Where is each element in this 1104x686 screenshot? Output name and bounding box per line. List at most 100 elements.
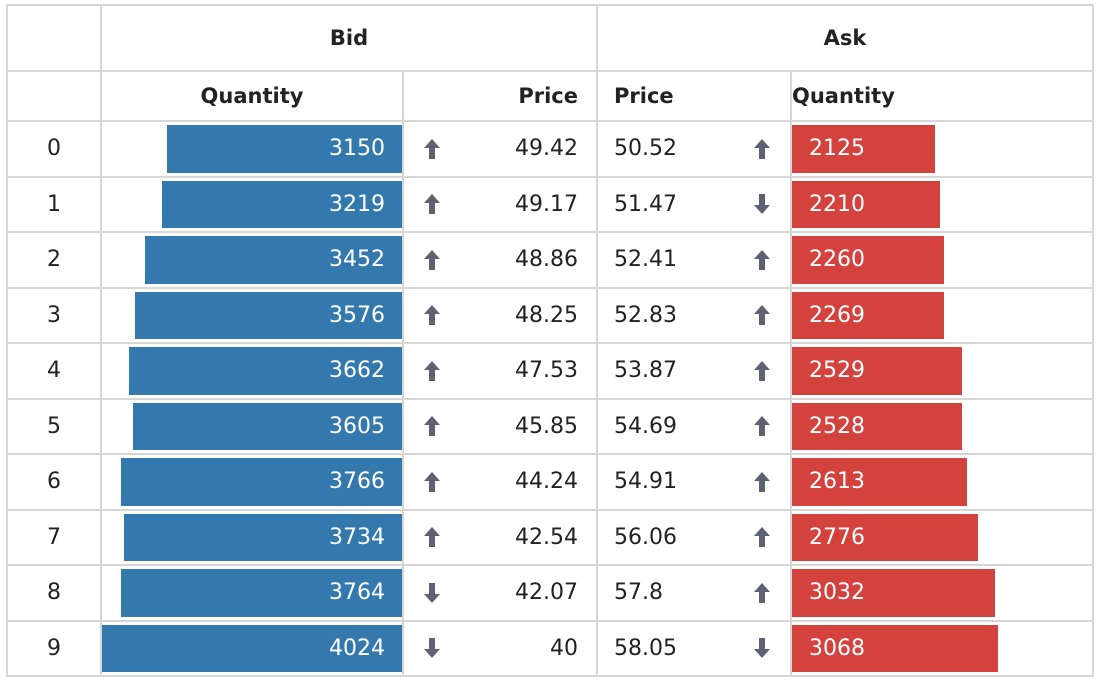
ask-price: 54.69 <box>614 413 677 439</box>
row-index: 0 <box>6 120 102 178</box>
ask-price: 54.91 <box>614 469 677 495</box>
bid-quantity-cell: 3734 <box>100 508 404 566</box>
bid-quantity: 3766 <box>329 469 385 495</box>
arrow-up-icon <box>754 138 770 159</box>
ask-quantity: 3032 <box>809 580 865 606</box>
ask-quantity-cell: 2260 <box>790 231 1094 289</box>
ask-price: 58.05 <box>614 635 677 661</box>
header-bid-price: Price <box>402 70 598 122</box>
table-row[interactable]: 3 3576 48.25 52.83 2269 <box>6 286 1094 344</box>
bid-quantity: 3764 <box>329 580 385 606</box>
ask-price-cell: 58.05 <box>596 619 792 677</box>
ask-price: 50.52 <box>614 136 677 162</box>
bid-price-cell: 44.24 <box>402 453 598 511</box>
ask-quantity: 2269 <box>809 302 865 328</box>
header-ask-price: Price <box>596 70 792 122</box>
ask-quantity: 2260 <box>809 247 865 273</box>
ask-quantity-cell: 2776 <box>790 508 1094 566</box>
bid-quantity-cell: 3452 <box>100 231 404 289</box>
ask-quantity: 2125 <box>809 136 865 162</box>
arrow-down-icon <box>424 638 440 659</box>
arrow-up-icon <box>424 249 440 270</box>
ask-quantity-bar <box>792 569 995 617</box>
ask-price: 52.41 <box>614 247 677 273</box>
bid-quantity-cell: 3576 <box>100 286 404 344</box>
bid-price: 44.24 <box>515 469 578 495</box>
bid-quantity-bar <box>145 236 402 284</box>
row-index: 7 <box>6 508 102 566</box>
ask-quantity-bar <box>792 513 978 561</box>
bid-quantity-bar <box>121 458 402 506</box>
header-ask-quantity: Quantity <box>790 70 1094 122</box>
ask-price-cell: 52.83 <box>596 286 792 344</box>
header-ask: Ask <box>596 4 1094 72</box>
arrow-up-icon <box>754 249 770 270</box>
row-index-label: 5 <box>47 413 61 439</box>
bid-price: 45.85 <box>515 413 578 439</box>
ask-price: 51.47 <box>614 191 677 217</box>
row-index: 9 <box>6 619 102 677</box>
header-row-columns: Quantity Price Price Quantity <box>6 70 1094 122</box>
arrow-up-icon <box>424 360 440 381</box>
bid-price: 48.86 <box>515 247 578 273</box>
row-index-label: 1 <box>47 191 61 217</box>
ask-price-cell: 54.69 <box>596 397 792 455</box>
header-row-sides: Bid Ask <box>6 4 1094 72</box>
bid-price-cell: 49.17 <box>402 175 598 233</box>
bid-price-cell: 42.07 <box>402 564 598 622</box>
ask-price-cell: 52.41 <box>596 231 792 289</box>
row-index: 8 <box>6 564 102 622</box>
bid-price-cell: 42.54 <box>402 508 598 566</box>
bid-quantity-bar <box>167 125 402 173</box>
ask-quantity-cell: 3032 <box>790 564 1094 622</box>
order-book-body: 0 3150 49.42 50.52 2125 1 3219 49.17 51.47 2210 2 3… <box>6 120 1094 677</box>
bid-price: 42.07 <box>515 580 578 606</box>
table-row[interactable]: 4 3662 47.53 53.87 2529 <box>6 342 1094 400</box>
bid-quantity: 3734 <box>329 524 385 550</box>
row-index: 3 <box>6 286 102 344</box>
table-row[interactable]: 9 4024 40 58.05 3068 <box>6 619 1094 677</box>
ask-price: 56.06 <box>614 524 677 550</box>
bid-quantity: 3219 <box>329 191 385 217</box>
ask-quantity-cell: 2613 <box>790 453 1094 511</box>
header-index-corner <box>6 70 102 122</box>
bid-quantity-bar <box>124 513 402 561</box>
bid-price-cell: 49.42 <box>402 120 598 178</box>
row-index-label: 9 <box>47 635 61 661</box>
arrow-up-icon <box>424 527 440 548</box>
arrow-up-icon <box>424 138 440 159</box>
bid-price: 49.42 <box>515 136 578 162</box>
arrow-up-icon <box>754 471 770 492</box>
row-index-label: 7 <box>47 524 61 550</box>
row-index: 4 <box>6 342 102 400</box>
ask-price-cell: 56.06 <box>596 508 792 566</box>
table-row[interactable]: 1 3219 49.17 51.47 2210 <box>6 175 1094 233</box>
ask-quantity-cell: 3068 <box>790 619 1094 677</box>
row-index-label: 0 <box>47 136 61 162</box>
bid-quantity-cell: 3662 <box>100 342 404 400</box>
ask-quantity: 2210 <box>809 191 865 217</box>
bid-price: 40 <box>550 635 578 661</box>
row-index: 2 <box>6 231 102 289</box>
arrow-down-icon <box>754 638 770 659</box>
bid-quantity: 3605 <box>329 413 385 439</box>
ask-quantity-bar <box>792 291 944 339</box>
bid-quantity-cell: 3766 <box>100 453 404 511</box>
table-row[interactable]: 5 3605 45.85 54.69 2528 <box>6 397 1094 455</box>
bid-quantity-cell: 3219 <box>100 175 404 233</box>
table-row[interactable]: 0 3150 49.42 50.52 2125 <box>6 120 1094 178</box>
arrow-up-icon <box>754 416 770 437</box>
table-row[interactable]: 2 3452 48.86 52.41 2260 <box>6 231 1094 289</box>
arrow-up-icon <box>754 305 770 326</box>
table-row[interactable]: 6 3766 44.24 54.91 2613 <box>6 453 1094 511</box>
bid-quantity: 3452 <box>329 247 385 273</box>
table-row[interactable]: 8 3764 42.07 57.8 3032 <box>6 564 1094 622</box>
bid-price-cell: 48.25 <box>402 286 598 344</box>
bid-quantity-bar <box>133 402 402 450</box>
ask-price-cell: 50.52 <box>596 120 792 178</box>
order-book-table: Bid Ask Quantity Price Price Quantity 0 3… <box>6 4 1094 677</box>
table-row[interactable]: 7 3734 42.54 56.06 2776 <box>6 508 1094 566</box>
arrow-down-icon <box>424 582 440 603</box>
ask-price-cell: 51.47 <box>596 175 792 233</box>
row-index-label: 3 <box>47 302 61 328</box>
